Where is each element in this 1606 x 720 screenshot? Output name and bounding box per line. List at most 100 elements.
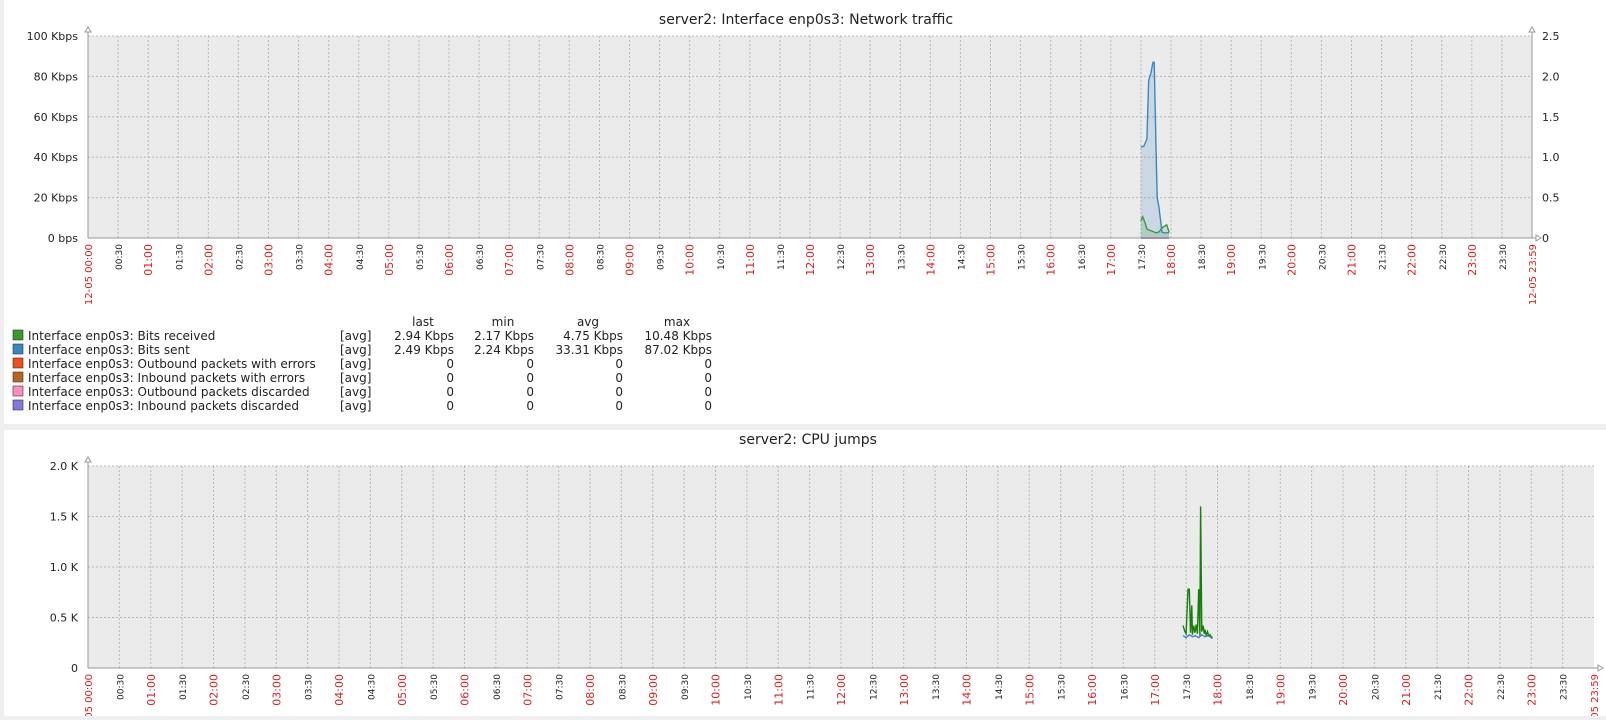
- x-tick-label: 14:30: [957, 244, 967, 270]
- legend-item-max: 0: [704, 357, 712, 371]
- x-tick-label: 01:30: [179, 674, 189, 700]
- graph-title: server2: CPU jumps: [739, 432, 877, 448]
- x-tick-label: 04:00: [323, 244, 336, 276]
- x-tick-label: 11:30: [777, 244, 787, 270]
- y-axis-arrow: [85, 27, 91, 32]
- legend-item-max: 0: [704, 399, 712, 413]
- x-tick-label: 15:30: [1018, 244, 1028, 270]
- x-axis-start-label: 12-05 00:00: [84, 674, 95, 716]
- legend-item-min: 2.17 Kbps: [474, 329, 534, 343]
- x-tick-label: 22:00: [1463, 674, 1476, 706]
- x-tick-label: 08:30: [596, 244, 606, 270]
- x-tick-label: 22:30: [1439, 244, 1449, 270]
- x-tick-label: 14:30: [995, 674, 1005, 700]
- legend-header-min: min: [492, 315, 515, 329]
- legend-item-max: 0: [704, 371, 712, 385]
- x-axis-end-label: 12-05 23:59: [1528, 244, 1539, 305]
- cpu-jumps-graph-panel: server2: CPU jumps 0 0.5 K 1.0 K 1.5 K 2.0 K…: [4, 430, 1606, 716]
- legend-item-last: 2.49 Kbps: [394, 343, 454, 357]
- graph-legend: last min avg max Interface enp0s3: Bits rece…: [13, 315, 712, 413]
- x-tick-label: 12:30: [837, 244, 847, 270]
- legend-item-max: 0: [704, 385, 712, 399]
- cpu-jumps-graph: server2: CPU jumps 0 0.5 K 1.0 K 1.5 K 2.0 K…: [4, 430, 1606, 716]
- x-tick-label: 09:00: [624, 244, 637, 276]
- x-tick-label: 16:00: [1045, 244, 1058, 276]
- x-tick-label: 17:00: [1105, 244, 1118, 276]
- x-tick-label: 06:00: [443, 244, 456, 276]
- legend-swatch: [13, 400, 23, 410]
- x-tick-label: 18:00: [1165, 244, 1178, 276]
- x-axis-arrow: [1536, 235, 1541, 241]
- x-tick-label: 20:30: [1371, 674, 1381, 700]
- x-tick-label: 01:00: [142, 244, 155, 276]
- x-tick-label: 17:30: [1183, 674, 1193, 700]
- legend-item-name: Interface enp0s3: Outbound packets disca…: [28, 385, 310, 399]
- x-axis-arrow: [1598, 665, 1603, 671]
- x-tick-label: 07:30: [556, 674, 566, 700]
- legend-header-max: max: [664, 315, 690, 329]
- x-tick-label: 02:30: [242, 674, 252, 700]
- legend-item-max: 10.48 Kbps: [644, 329, 712, 343]
- x-tick-label: 10:30: [744, 674, 754, 700]
- x-tick-label: 19:30: [1258, 244, 1268, 270]
- network-traffic-graph-panel: server2: Interface enp0s3: Network traff…: [4, 0, 1606, 424]
- x-tick-label: 16:30: [1120, 674, 1130, 700]
- legend-swatch: [13, 386, 23, 396]
- x-tick-label: 13:00: [864, 244, 877, 276]
- x-tick-label: 16:00: [1086, 674, 1099, 706]
- x-tick-label: 17:00: [1149, 674, 1162, 706]
- x-tick-label: 02:30: [235, 244, 245, 270]
- x-tick-label: 22:30: [1497, 674, 1507, 700]
- x-tick-label: 06:30: [493, 674, 503, 700]
- legend-swatch: [13, 330, 23, 340]
- y-tick-label: 2.0 K: [50, 460, 79, 473]
- x-tick-label: 21:00: [1346, 244, 1359, 276]
- y-tick-label: 0.5 K: [50, 612, 79, 625]
- x-tick-label: 01:00: [145, 674, 158, 706]
- legend-item-min: 2.24 Kbps: [474, 343, 534, 357]
- x-tick-label: 11:00: [772, 674, 785, 706]
- y2-tick-label: 0: [1542, 232, 1549, 245]
- x-tick-label: 21:30: [1434, 674, 1444, 700]
- x-tick-label: 21:00: [1400, 674, 1413, 706]
- legend-item-last: 0: [446, 371, 454, 385]
- x-tick-label: 23:00: [1525, 674, 1538, 706]
- x-tick-label: 00:30: [116, 674, 126, 700]
- x-tick-label: 01:30: [175, 244, 185, 270]
- legend-item-last: 2.94 Kbps: [394, 329, 454, 343]
- x-tick-label: 10:30: [717, 244, 727, 270]
- legend-item-func: [avg]: [340, 329, 371, 343]
- x-tick-label: 19:00: [1274, 674, 1287, 706]
- legend-item-last: 0: [446, 399, 454, 413]
- x-tick-label: 22:00: [1406, 244, 1419, 276]
- y-tick-label: 0 bps: [48, 232, 78, 245]
- legend-item-name: Interface enp0s3: Inbound packets with e…: [28, 371, 305, 385]
- x-tick-label: 02:00: [208, 674, 221, 706]
- legend-swatch: [13, 344, 23, 354]
- legend-item-min: 0: [526, 371, 534, 385]
- x-tick-label: 13:30: [932, 674, 942, 700]
- legend-item-avg: 0: [615, 385, 623, 399]
- y-tick-label: 60 Kbps: [34, 111, 79, 124]
- legend-item-last: 0: [446, 357, 454, 371]
- x-tick-label: 14:00: [924, 244, 937, 276]
- legend-item-avg: 0: [615, 399, 623, 413]
- x-tick-label: 02:00: [202, 244, 215, 276]
- legend-item-func: [avg]: [340, 399, 371, 413]
- y-tick-label: 80 Kbps: [34, 70, 79, 83]
- x-tick-label: 16:30: [1078, 244, 1088, 270]
- x-tick-label: 20:00: [1337, 674, 1350, 706]
- x-tick-label: 14:00: [961, 674, 974, 706]
- x-tick-label: 17:30: [1138, 244, 1148, 270]
- x-tick-label: 10:00: [710, 674, 723, 706]
- x-tick-label: 00:30: [115, 244, 125, 270]
- y2-axis-arrow: [1529, 27, 1535, 32]
- x-tick-label: 07:00: [503, 244, 516, 276]
- x-tick-label: 05:00: [396, 674, 409, 706]
- legend-item-avg: 33.31 Kbps: [555, 343, 623, 357]
- y2-tick-label: 0.5: [1542, 192, 1560, 205]
- legend-item-name: Interface enp0s3: Inbound packets discar…: [28, 399, 299, 413]
- y-tick-label: 1.5 K: [50, 511, 79, 524]
- x-tick-label: 23:30: [1560, 674, 1570, 700]
- y-tick-label: 0: [71, 662, 78, 675]
